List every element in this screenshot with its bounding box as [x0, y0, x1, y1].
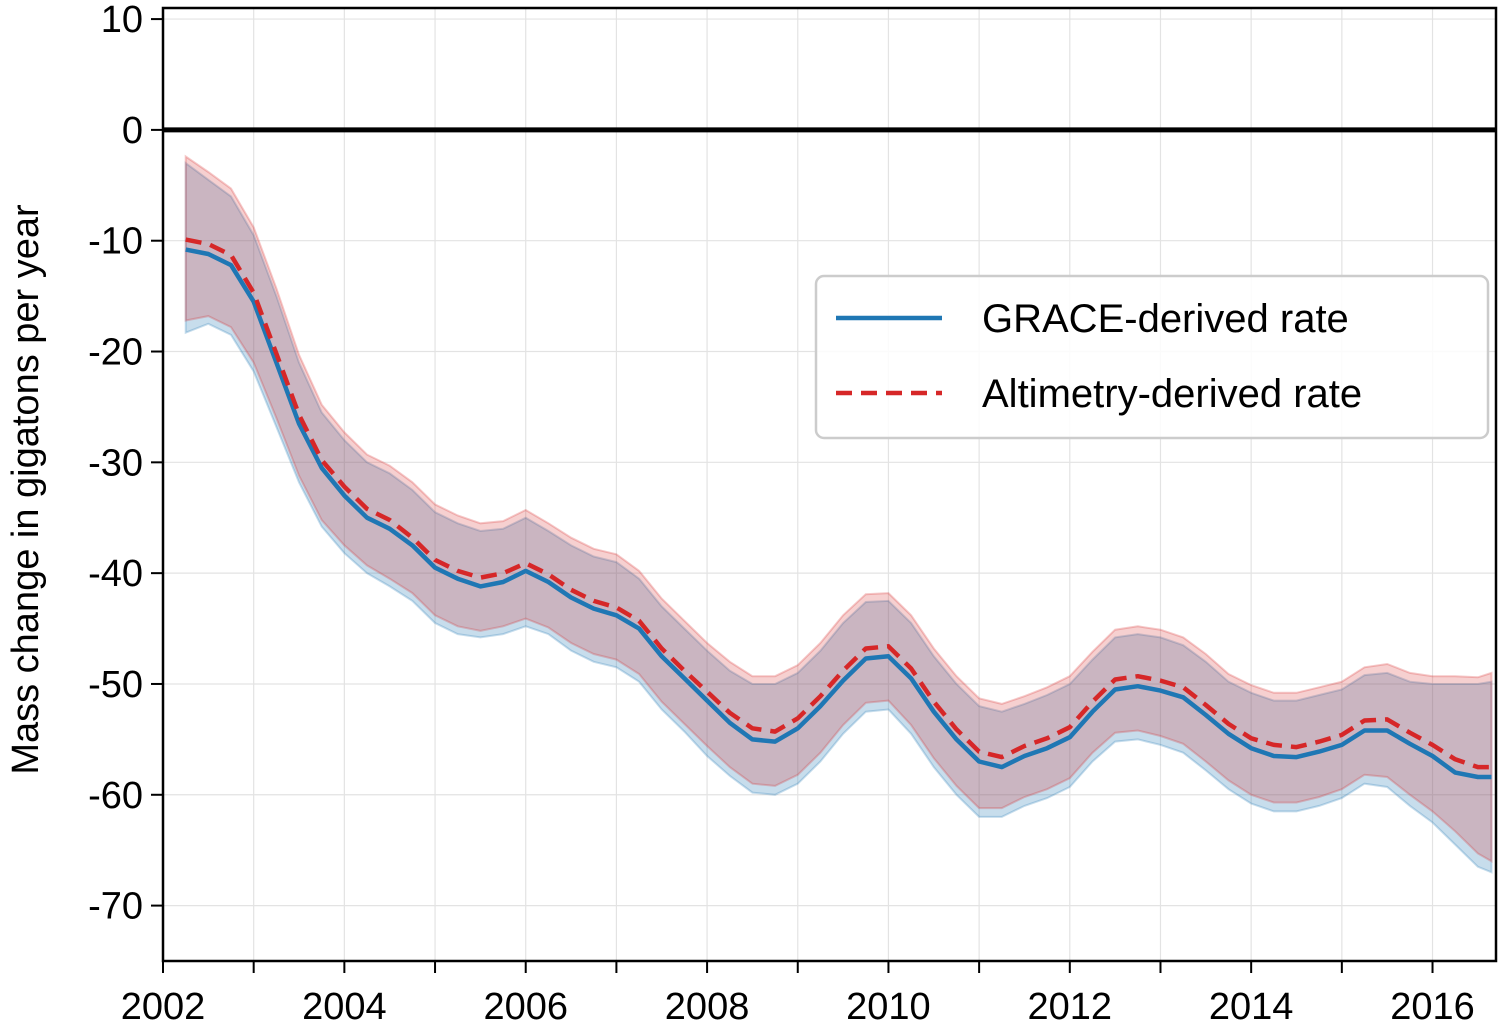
series-line-grace — [185, 247, 1492, 780]
y-tick-label: -60 — [88, 775, 143, 817]
axis-ticks: 2002 2004 2006 2008 2010 2012 2014 2016 10 0 -10 -2… — [88, 0, 1475, 1028]
x-tick-label: 2016 — [1390, 986, 1475, 1028]
series-line-altimetry — [185, 237, 1492, 770]
x-tick-label: 2006 — [483, 986, 568, 1028]
x-tick-label: 2014 — [1209, 986, 1294, 1028]
plot-area-frame — [161, 6, 1498, 963]
y-tick-label: 10 — [101, 0, 143, 41]
x-tick-label: 2004 — [302, 986, 387, 1028]
band-altimetry — [184, 154, 1493, 864]
x-tick-label: 2002 — [121, 986, 206, 1028]
y-tick-label: -70 — [88, 886, 143, 928]
y-tick-label: -10 — [88, 221, 143, 263]
y-tick-label: 0 — [122, 110, 143, 152]
y-tick-label: -40 — [88, 553, 143, 595]
legend-label-grace: GRACE-derived rate — [982, 297, 1349, 341]
x-tick-label: 2010 — [846, 986, 931, 1028]
legend-label-altimetry: Altimetry-derived rate — [982, 372, 1362, 416]
legend-box — [814, 274, 1490, 440]
x-tick-label: 2008 — [665, 986, 750, 1028]
y-axis-title: Mass change in gigatons per year — [5, 204, 47, 775]
y-tick-label: -30 — [88, 442, 143, 484]
series-lines — [185, 237, 1492, 780]
legend: GRACE-derived rate Altimetry-derived rat… — [814, 274, 1490, 440]
band-grace — [184, 161, 1493, 874]
y-tick-label: -50 — [88, 664, 143, 706]
y-tick-label: -20 — [88, 332, 143, 374]
uncertainty-bands — [184, 154, 1493, 874]
grid — [162, 8, 1496, 961]
x-tick-label: 2012 — [1028, 986, 1113, 1028]
